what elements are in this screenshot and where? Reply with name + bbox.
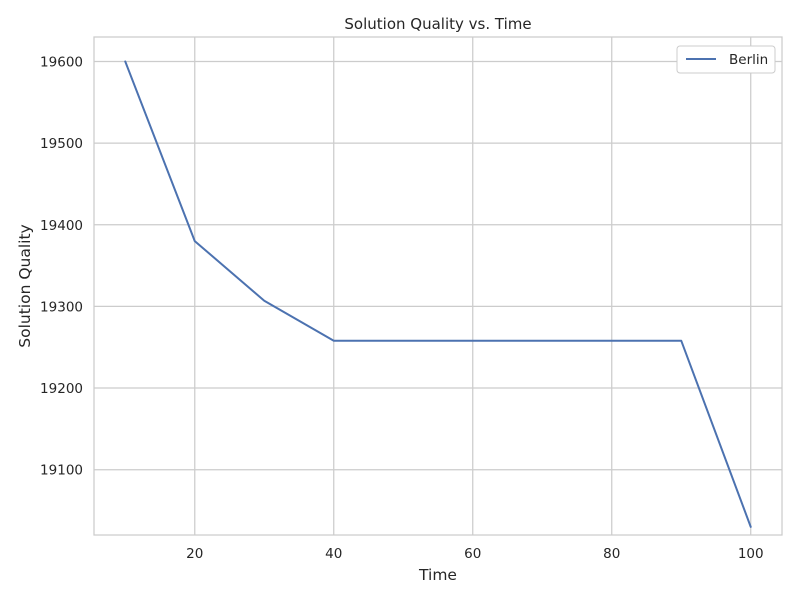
series-layer xyxy=(124,60,752,528)
y-tick-label: 19200 xyxy=(40,381,83,397)
x-tick-label: 80 xyxy=(603,546,620,562)
y-axis-label: Solution Quality xyxy=(16,224,34,347)
tick-labels: 20 40 60 80 100 19100 19200 19300 19400 19500 1960… xyxy=(40,54,764,562)
y-tick-label: 19400 xyxy=(40,218,83,234)
chart-title: Solution Quality vs. Time xyxy=(344,15,531,33)
x-tick-label: 20 xyxy=(186,546,203,562)
plot-frame xyxy=(93,36,783,536)
grid-lines xyxy=(94,37,782,535)
y-tick-label: 19300 xyxy=(40,299,83,315)
x-axis-label: Time xyxy=(418,566,457,584)
legend-label: Berlin xyxy=(729,52,768,68)
x-tick-label: 40 xyxy=(325,546,342,562)
series-line-berlin xyxy=(124,60,752,528)
x-tick-label: 100 xyxy=(738,546,764,562)
plot-area xyxy=(94,37,782,535)
y-tick-label: 19100 xyxy=(40,463,83,479)
legend: Berlin xyxy=(676,45,776,74)
y-tick-label: 19600 xyxy=(40,54,83,70)
legend-box xyxy=(676,45,776,74)
y-tick-label: 19500 xyxy=(40,136,83,152)
x-tick-label: 60 xyxy=(464,546,481,562)
